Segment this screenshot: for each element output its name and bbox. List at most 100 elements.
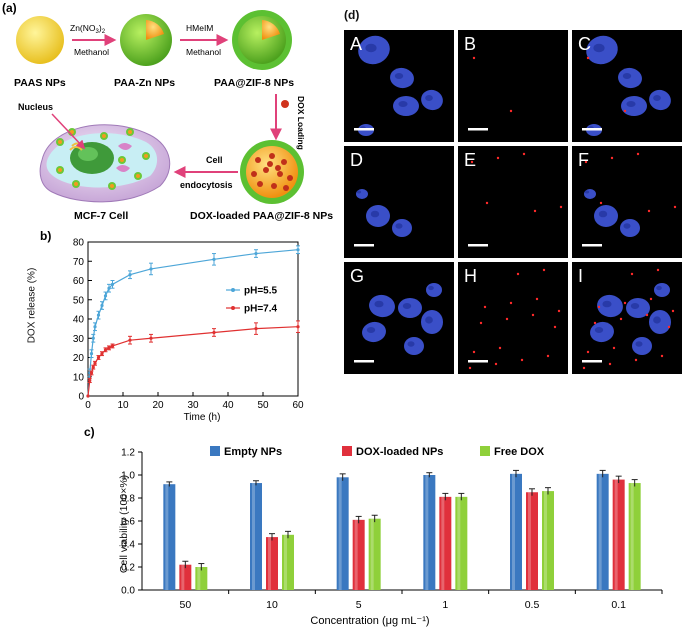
dox-fluorescence-dot [542,268,546,272]
microscopy-tile-F: F [572,146,682,258]
c-bar [455,496,468,590]
nucleolus [622,73,632,79]
dox-fluorescence-dot [582,366,586,370]
c-bar [163,484,176,590]
dox-fluorescence-dot [667,325,671,329]
c-ytick-label: 0.0 [121,586,135,597]
nucleolus [394,73,404,79]
b-ytick-label: 10 [73,372,85,383]
microscopy-tile-E: E [458,146,568,258]
c-bar [179,564,192,590]
tile-label-C: C [578,34,591,54]
dox-fluorescence-dot [634,358,638,362]
c-xtick-label: 0.5 [525,599,540,611]
dox-fluorescence-dot [533,209,537,213]
c-bar-highlight [441,496,445,590]
c-bar-highlight [370,518,374,590]
b-xtick-label: 20 [152,400,164,411]
c-bar [628,483,641,590]
dox-fluorescence-dot [470,160,474,164]
b-legend-label: pH=5.5 [244,286,278,297]
c-bar-highlight [338,477,342,590]
microscopy-tile-A: A [344,30,454,142]
scale-bar [468,360,488,363]
b-xlabel: Time (h) [184,412,221,423]
nucleolus [656,285,662,291]
dox-fluorescence-dot [584,160,588,164]
b-ytick-label: 20 [73,353,85,364]
c-ylabel: Cell viability (100×%) [118,474,130,574]
scale-bar [468,244,488,247]
scale-bar [582,360,602,363]
c-bar-highlight [284,534,287,590]
dox-fluorescence-dot [656,268,660,272]
panel-d-microscopy-grid: A B C D E F G H I [344,30,684,378]
tile-label-F: F [578,150,589,170]
tile-label-E: E [464,150,476,170]
dox-fluorescence-dot [496,156,500,160]
c-bar [266,537,278,590]
b-point [91,365,95,369]
b-legend-label: pH=7.4 [244,304,278,315]
c-bar-highlight [165,484,169,590]
dox-fluorescence-dot [630,272,634,276]
dox-dot [269,153,275,159]
dox-dot [267,161,273,167]
microscopy-tile-C: C [572,30,682,142]
internalized-np-core [120,158,124,162]
b-point [100,303,104,308]
dox-fluorescence-dot [516,272,520,276]
dox-fluorescence-dot [553,325,557,329]
nucleolus [425,316,433,324]
c-bar [368,518,381,590]
dox-fluorescence-dot [498,346,502,350]
dox-fluorescence-dot [479,321,483,325]
c-xtick-label: 1 [442,599,448,611]
internalized-np-core [128,130,132,134]
dox-fluorescence-dot [645,313,649,317]
b-xtick-label: 40 [222,400,234,411]
nucleolus [370,210,380,218]
internalized-np-core [144,154,148,158]
internalized-np-core [136,174,140,178]
c-bar [439,496,452,590]
dox-fluorescence-dot [612,346,616,350]
dox-fluorescence-dot [509,301,513,305]
c-bar [510,473,522,590]
paa-zn-label: PAA-Zn NPs [114,77,175,89]
b-point [96,355,101,360]
c-legend-label: DOX-loaded NPs [356,446,443,458]
tile-label-B: B [464,34,476,54]
cell-label: MCF-7 Cell [74,210,128,222]
mitochondria-icon [118,143,132,150]
internalized-np-core [74,182,78,186]
c-bar-highlight [197,567,201,590]
b-xtick-label: 0 [85,400,91,411]
tile-label-I: I [578,266,583,286]
b-series-line-0 [87,249,299,397]
dox-fluorescence-dot [673,205,677,209]
c-legend-swatch [342,446,352,456]
b-point [100,352,104,356]
tile-background [572,146,682,258]
dox-fluorescence-dot [623,109,627,113]
b-point [107,346,111,350]
nucleolus [635,341,643,347]
cell-nucleus-stain [654,283,670,297]
cell-nucleus-stain [404,337,424,355]
dox-dot [271,183,277,189]
b-point [254,327,258,331]
c-bar [195,567,208,590]
tile-background [458,146,568,258]
dox-dots [251,153,293,191]
endocytosis-label-1: Cell [206,155,223,165]
dox-fluorescence-dot [509,109,513,113]
scale-bar [468,128,488,131]
dox-fluorescence-dot [505,317,509,321]
internalized-np-core [110,184,114,188]
nucleus-label: Nucleus [18,102,53,112]
c-bar [542,491,554,590]
cell-nucleus-stain [392,219,412,237]
dox-dot [287,175,293,181]
nucleolus [374,300,384,308]
